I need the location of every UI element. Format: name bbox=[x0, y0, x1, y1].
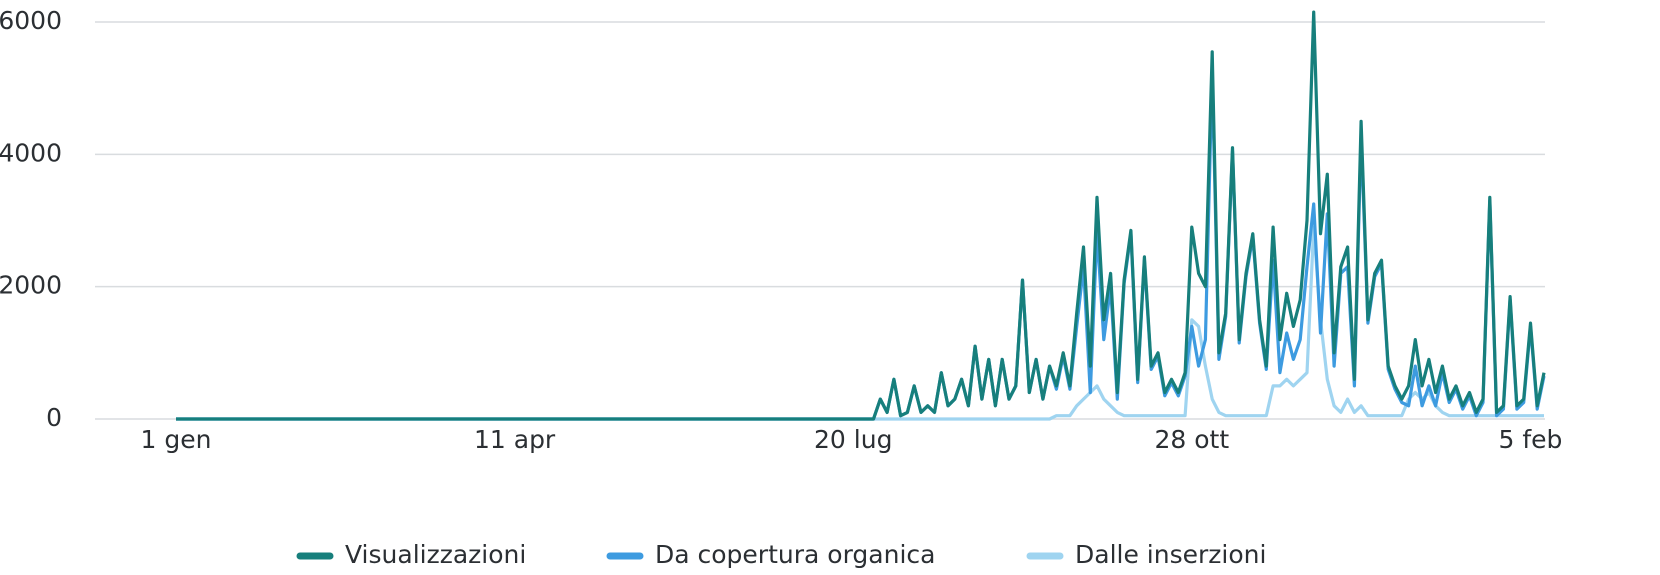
x-tick-label: 11 apr bbox=[474, 425, 556, 454]
legend-label: Da copertura organica bbox=[655, 540, 935, 569]
y-tick-label: 0 bbox=[46, 403, 62, 432]
x-tick-label: 20 lug bbox=[814, 425, 892, 454]
y-tick-label: 2000 bbox=[0, 271, 62, 300]
x-tick-label: 1 gen bbox=[141, 425, 212, 454]
series-line bbox=[176, 225, 1544, 421]
y-tick-label: 4000 bbox=[0, 138, 62, 167]
legend-label: Dalle inserzioni bbox=[1075, 540, 1266, 569]
y-tick-label: 6000 bbox=[0, 6, 62, 35]
series-line bbox=[176, 70, 1546, 421]
series-line bbox=[176, 10, 1546, 421]
x-tick-label: 28 ott bbox=[1155, 425, 1230, 454]
legend-label: Visualizzazioni bbox=[345, 540, 526, 569]
x-tick-label: 5 feb bbox=[1499, 425, 1563, 454]
